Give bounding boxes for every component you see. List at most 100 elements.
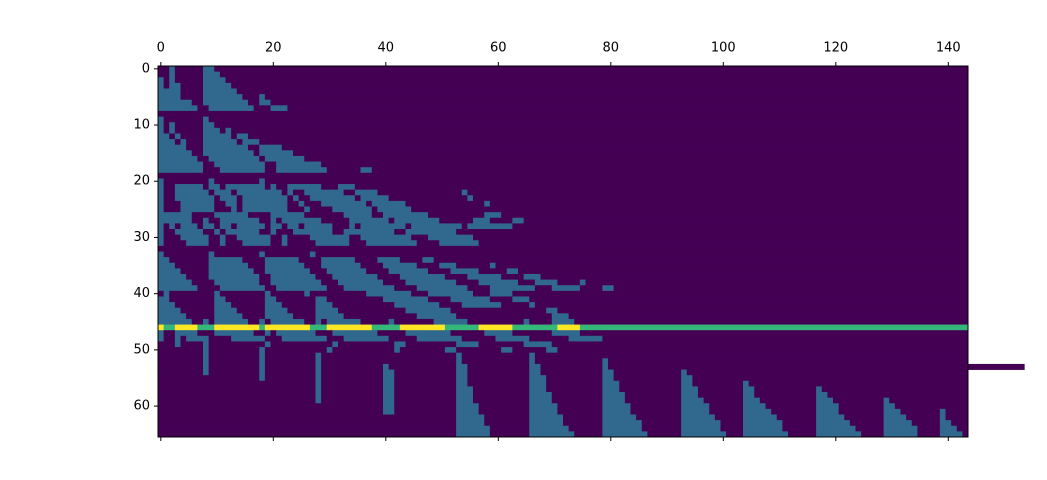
heatmap-cell (321, 369, 384, 376)
heatmap-cell (214, 324, 260, 331)
heatmap-cell (287, 184, 322, 191)
heatmap-cell (523, 217, 969, 224)
heatmap-cell (231, 223, 238, 230)
heatmap-cell (264, 268, 311, 275)
heatmap-cell (203, 217, 210, 224)
heatmap-cell (231, 127, 969, 134)
heatmap-cell (321, 318, 328, 325)
heatmap-cell (321, 392, 384, 399)
heatmap-cell (158, 392, 316, 399)
heatmap-cell (236, 189, 283, 196)
y-tick-label: 0 (142, 61, 150, 76)
heatmap-cell (253, 330, 266, 337)
heatmap-cell (529, 414, 564, 421)
heatmap-cell (900, 408, 941, 415)
heatmap-cell (321, 380, 384, 387)
heatmap-cell (771, 408, 817, 415)
heatmap-cell (529, 302, 536, 309)
heatmap-cell (383, 375, 395, 382)
heatmap-cell (371, 212, 384, 219)
heatmap-cell (259, 99, 271, 106)
heatmap-cell (501, 273, 525, 281)
heatmap-cell (371, 200, 406, 207)
heatmap-cell (264, 307, 288, 314)
heatmap-cell (478, 403, 530, 410)
heatmap-cell (602, 397, 626, 404)
heatmap-cell (838, 408, 885, 415)
heatmap-cell (602, 420, 643, 427)
heatmap-cell (197, 155, 210, 162)
heatmap-cell (816, 431, 862, 438)
heatmap-cell (270, 234, 283, 241)
heatmap-cell (456, 229, 969, 236)
heatmap-cell (309, 268, 328, 275)
heatmap-cell (180, 268, 210, 275)
heatmap-cell (529, 431, 575, 438)
heatmap-cell (473, 217, 491, 224)
heatmap-cell (473, 397, 530, 404)
heatmap-cell (158, 324, 165, 331)
heatmap-cell (203, 347, 210, 354)
heatmap-cell (467, 273, 502, 281)
heatmap-cell (383, 369, 395, 376)
heatmap-cell (158, 296, 170, 303)
heatmap-cell (203, 184, 210, 191)
heatmap-cell (456, 262, 491, 269)
heatmap-cell (203, 369, 210, 376)
heatmap-cell (180, 133, 204, 140)
heatmap-cell (174, 302, 215, 309)
heatmap-cell (298, 195, 311, 202)
heatmap-cell (186, 273, 210, 281)
heatmap-cell (169, 66, 176, 73)
heatmap-cell (158, 290, 165, 297)
heatmap-cell (332, 223, 350, 230)
heatmap-cell (270, 318, 305, 325)
heatmap-cell (366, 240, 418, 247)
heatmap-cell (197, 105, 210, 112)
heatmap-cell (276, 161, 322, 168)
heatmap-cell (551, 397, 603, 404)
heatmap-cell (264, 341, 271, 348)
heatmap-cell (203, 341, 210, 348)
heatmap-cell (158, 408, 384, 415)
heatmap-cell (512, 324, 558, 331)
heatmap-cell (681, 375, 693, 382)
heatmap-cell (467, 223, 513, 230)
heatmap-cell (304, 262, 322, 269)
heatmap-cell (613, 285, 969, 292)
heatmap-cell (636, 414, 682, 421)
heatmap-cell (158, 313, 187, 320)
heatmap-cell (343, 212, 373, 219)
x-tick-label: 0 (157, 41, 165, 56)
heatmap-cell (214, 290, 221, 297)
heatmap-cell (158, 262, 176, 269)
heatmap-cell (360, 262, 384, 269)
heatmap-cell (180, 88, 204, 95)
heatmap-cell (551, 341, 969, 348)
heatmap-cell (264, 358, 316, 365)
heatmap-cell (613, 369, 682, 376)
heatmap-cell (641, 420, 682, 427)
heatmap-cell (602, 392, 626, 399)
heatmap-cell (743, 414, 778, 421)
heatmap-cell (264, 330, 271, 337)
heatmap-cell (174, 184, 204, 191)
heatmap-cell (214, 195, 221, 202)
heatmap-cell (174, 122, 204, 129)
heatmap-cell (681, 380, 693, 387)
heatmap-cell (709, 408, 744, 415)
heatmap-cell (456, 403, 480, 410)
heatmap-cell (501, 302, 530, 309)
heatmap-cell (158, 318, 193, 325)
heatmap-cell (174, 330, 198, 337)
heatmap-cell (602, 285, 615, 292)
heatmap-cell (264, 352, 316, 359)
heatmap-cell (236, 307, 266, 314)
heatmap-cell (602, 380, 620, 387)
heatmap-cell (630, 403, 682, 410)
heatmap-cell (186, 335, 210, 342)
heatmap-cell (158, 82, 165, 89)
heatmap-cell (816, 408, 840, 415)
heatmap-cell (681, 408, 710, 415)
heatmap-cell (388, 363, 457, 370)
